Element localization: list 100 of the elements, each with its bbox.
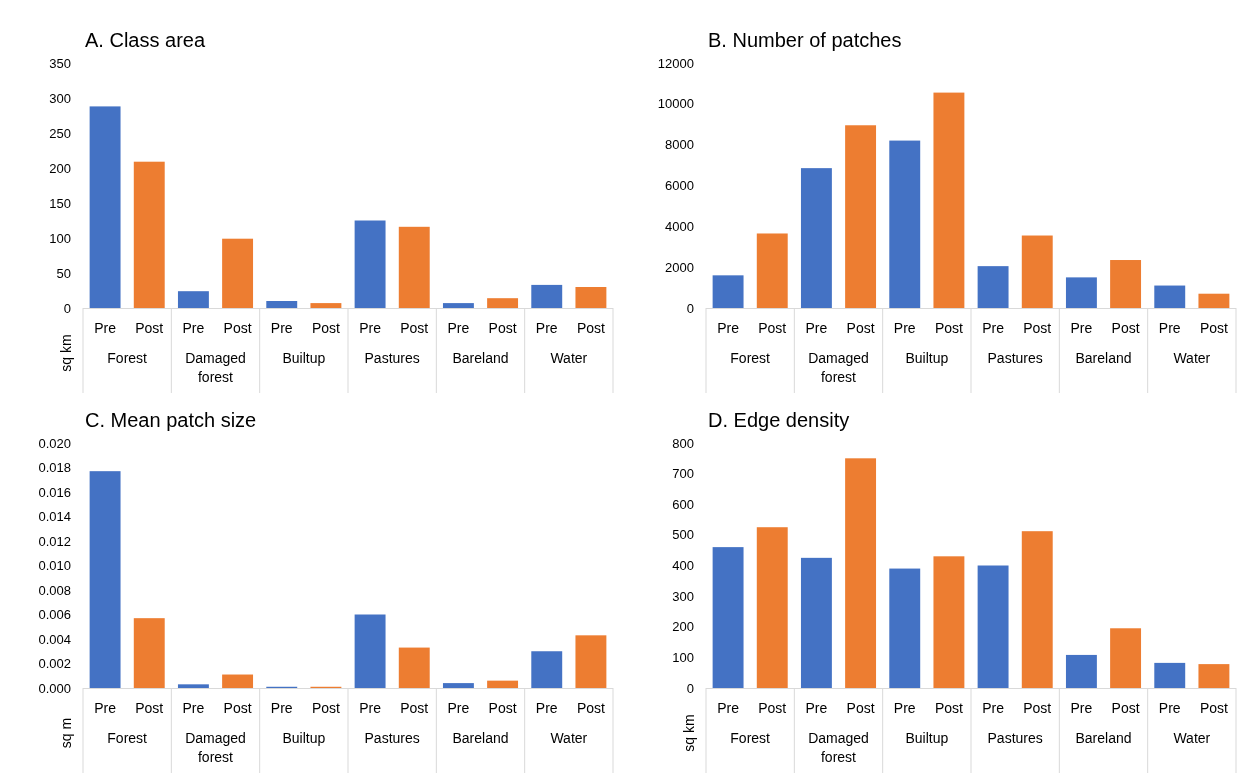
y-tick-label: 0.012 <box>38 533 71 549</box>
series-label: Pre <box>94 700 117 716</box>
x-tick-label: Bareland <box>1075 350 1132 366</box>
text: Pre <box>805 320 828 336</box>
bar <box>222 674 254 688</box>
bar <box>845 125 877 308</box>
text: Pre <box>982 700 1004 716</box>
y-tick-label: 600 <box>672 496 694 512</box>
text: Pre <box>359 700 381 716</box>
x-tick-label: Builtup <box>905 730 949 746</box>
x-tick-label: Damaged forest <box>808 730 869 765</box>
series-label: Pre <box>717 700 740 716</box>
bar <box>531 284 563 308</box>
bar <box>442 303 474 308</box>
bar <box>933 556 965 688</box>
text: Post <box>488 320 517 336</box>
bar <box>266 301 298 308</box>
x-tick-label: Bareland <box>1075 730 1132 746</box>
bar <box>89 106 121 308</box>
x-tick-label: Forest <box>730 730 771 746</box>
y-tick-label: 0.006 <box>38 607 71 623</box>
x-tick-label: Forest <box>730 350 771 366</box>
text: Pre <box>1158 320 1181 336</box>
y-tick-label: 800 <box>672 435 694 451</box>
y-tick-label: 4000 <box>665 218 694 234</box>
bar <box>1021 531 1053 688</box>
x-tick-label: Builtup <box>905 350 949 366</box>
text: Post <box>846 320 875 336</box>
bar <box>712 275 744 308</box>
text: Pre <box>447 700 470 716</box>
bar <box>487 298 519 308</box>
text: Pre <box>805 700 828 716</box>
bar <box>487 680 519 688</box>
bar <box>133 618 165 688</box>
text: Pre <box>182 320 205 336</box>
y-tick-label: 0 <box>686 680 694 696</box>
text: Pre <box>1070 700 1093 716</box>
text: Post <box>400 320 429 336</box>
bar <box>575 287 607 308</box>
bar <box>1154 662 1186 688</box>
text: Post <box>1023 320 1052 336</box>
chart-title: C. Mean patch size <box>85 409 257 431</box>
y-tick-label: 0.016 <box>38 484 71 500</box>
text: Pre <box>535 320 558 336</box>
y-axis-title: sq km <box>58 334 74 372</box>
bar <box>1065 654 1097 688</box>
bar <box>177 291 209 308</box>
bar <box>310 303 342 308</box>
text: Post <box>1111 320 1140 336</box>
x-tick-label: Damaged forest <box>185 730 246 765</box>
text: Post <box>400 700 429 716</box>
text: Pre <box>270 320 293 336</box>
chart-title: D. Edge density <box>708 409 850 431</box>
text: Post <box>488 700 517 716</box>
y-tick-label: 300 <box>672 588 694 604</box>
x-tick-label: Damaged forest <box>185 350 246 385</box>
y-tick-label: 0.002 <box>38 656 71 672</box>
bar <box>354 614 386 688</box>
y-tick-label: 10000 <box>657 96 694 112</box>
x-tick-label: Builtup <box>282 350 326 366</box>
bar <box>889 140 921 308</box>
chart-title: B. Number of patches <box>708 29 902 51</box>
y-tick-label: 0 <box>63 300 71 316</box>
text: Post <box>576 700 605 716</box>
bar <box>1110 628 1142 688</box>
y-tick-label: 0 <box>686 300 694 316</box>
x-tick-label: Pastures <box>987 350 1043 366</box>
bar <box>1110 260 1142 308</box>
bar <box>977 565 1009 688</box>
series-label: Post <box>135 700 164 716</box>
x-tick-label: Bareland <box>452 730 509 746</box>
x-tick-label: Bareland <box>452 350 509 366</box>
y-tick-label: 0.010 <box>38 558 71 574</box>
text: Post <box>576 320 605 336</box>
y-tick-label: 0.018 <box>38 460 71 476</box>
y-tick-label: 250 <box>49 125 71 141</box>
y-tick-label: 12000 <box>657 55 694 71</box>
y-tick-label: 0.014 <box>38 509 71 525</box>
y-tick-label: 2000 <box>665 259 694 275</box>
y-tick-label: 300 <box>49 90 71 106</box>
y-tick-label: 100 <box>672 649 694 665</box>
text: Pre <box>893 700 916 716</box>
text: Post <box>934 700 963 716</box>
x-tick-label: Damaged forest <box>808 350 869 385</box>
bar <box>756 233 788 308</box>
text: Pre <box>1158 700 1181 716</box>
text: Pre <box>893 320 916 336</box>
text: Post <box>846 700 875 716</box>
series-label: Pre <box>94 320 117 336</box>
bar <box>222 238 254 308</box>
bar <box>575 635 607 688</box>
text: Pre <box>982 320 1004 336</box>
bar <box>977 266 1009 308</box>
series-label: Pre <box>717 320 740 336</box>
text: Post <box>311 320 340 336</box>
x-tick-label: Water <box>1173 730 1211 746</box>
series-label: Post <box>758 700 787 716</box>
x-tick-label: Builtup <box>282 730 326 746</box>
x-tick-label: Forest <box>107 350 148 366</box>
y-tick-label: 0.000 <box>38 680 71 696</box>
